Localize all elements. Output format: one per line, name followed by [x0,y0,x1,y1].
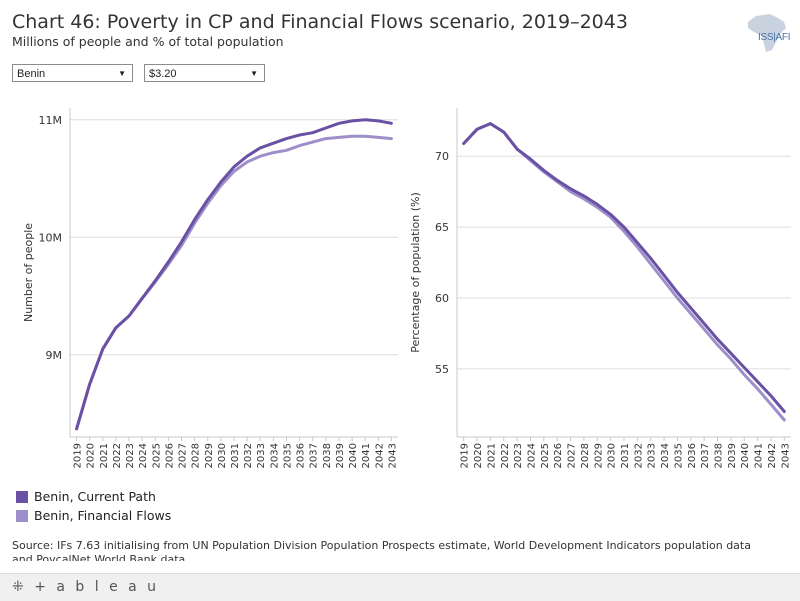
x-tick-label: 2025 [540,443,551,468]
x-tick-label: 2028 [580,443,591,468]
x-tick-label: 2031 [620,443,631,468]
x-tick-label: 2032 [633,443,644,468]
x-tick-label: 2022 [500,443,511,468]
x-tick-label: 2033 [647,443,658,468]
x-tick-label: 2042 [374,443,385,468]
country-select-value: Benin [17,68,46,80]
x-tick-label: 2039 [727,443,738,468]
series-line-financial-flows [75,134,393,431]
tableau-footer: ⁜ + a b l e a u [0,573,800,601]
x-tick-label: 2019 [73,443,84,468]
legend-item-financial-flows[interactable]: Benin, Financial Flows [16,506,171,525]
x-tick-label: 2041 [361,443,372,468]
x-tick-label: 2043 [780,443,791,468]
x-tick-label: 2021 [99,443,110,468]
threshold-select[interactable]: $3.20 ▼ [144,64,265,82]
x-tick-label: 2024 [138,443,149,468]
x-tick-label: 2025 [151,443,162,468]
series-line-current-path [462,122,786,413]
threshold-select-value: $3.20 [149,68,177,80]
legend-label: Benin, Financial Flows [34,508,172,523]
x-tick-label: 2031 [230,443,241,468]
legend: Benin, Current Path Benin, Financial Flo… [16,487,171,525]
tableau-logo-icon: ⁜ [12,579,27,595]
y-axis-label: Number of people [22,223,35,322]
x-tick-label: 2027 [178,443,189,468]
x-tick-label: 2030 [607,443,618,468]
x-tick-label: 2026 [164,443,175,468]
x-tick-label: 2035 [282,443,293,468]
x-tick-label: 2024 [526,443,537,468]
people-chart: 9M 10M 11M Number of people 2019 2020 2021 2022… [22,108,398,468]
x-tick-label: 2032 [243,443,254,468]
x-tick-label: 2027 [567,443,578,468]
y-tick-label: 9M [46,349,63,362]
x-tick-label: 2019 [460,443,471,468]
x-tick-label: 2020 [86,443,97,468]
y-tick-label: 60 [435,292,449,305]
series-line-financial-flows [462,122,786,422]
x-tick-label: 2023 [513,443,524,468]
africa-map-icon [748,14,786,52]
x-tick-label: 2038 [322,443,333,468]
legend-label: Benin, Current Path [34,489,156,504]
x-tick-label: 2026 [553,443,564,468]
tableau-logo[interactable]: ⁜ + a b l e a u [12,579,159,595]
x-tick-label: 2036 [687,443,698,468]
tableau-brand-text: + a b l e a u [34,579,160,595]
country-select[interactable]: Benin ▼ [12,64,133,82]
y-tick-label: 55 [435,363,449,376]
y-tick-label: 10M [39,231,63,244]
y-axis-label: Percentage of population (%) [409,192,422,353]
legend-swatch [16,490,28,503]
legend-item-current-path[interactable]: Benin, Current Path [16,487,171,506]
x-tick-label: 2021 [486,443,497,468]
x-tick-label: 2043 [387,443,398,468]
x-tick-label: 2034 [269,443,280,468]
y-tick-label: 65 [435,221,449,234]
y-tick-label: 70 [435,150,449,163]
series-line-current-path [75,118,393,431]
x-tick-label: 2029 [593,443,604,468]
legend-swatch [16,509,28,522]
x-tick-label: 2040 [348,443,359,468]
x-tick-label: 2030 [217,443,228,468]
x-tick-label: 2020 [473,443,484,468]
x-tick-label: 2029 [204,443,215,468]
x-tick-label: 2036 [296,443,307,468]
dropdown-arrow-icon: ▼ [250,69,258,78]
x-tick-label: 2022 [112,443,123,468]
x-tick-label: 2028 [191,443,202,468]
x-tick-label: 2038 [714,443,725,468]
y-tick-label: 11M [39,114,63,127]
logo-text: ISS|AFI [758,32,791,43]
x-tick-label: 2042 [767,443,778,468]
x-tick-label: 2023 [125,443,136,468]
x-tick-label: 2040 [740,443,751,468]
percentage-chart: 55 60 65 70 Percentage of population (%) 2019… [409,108,791,468]
x-tick-label: 2035 [673,443,684,468]
x-tick-label: 2034 [660,443,671,468]
chart-subtitle: Millions of people and % of total popula… [12,34,284,49]
x-tick-label: 2039 [335,443,346,468]
x-tick-label: 2033 [256,443,267,468]
x-tick-label: 2037 [309,443,320,468]
dropdown-arrow-icon: ▼ [118,69,126,78]
x-tick-label: 2041 [754,443,765,468]
source-note: Source: IFs 7.63 initialising from UN Po… [12,539,751,561]
chart-title: Chart 46: Poverty in CP and Financial Fl… [12,11,628,33]
x-tick-label: 2037 [700,443,711,468]
